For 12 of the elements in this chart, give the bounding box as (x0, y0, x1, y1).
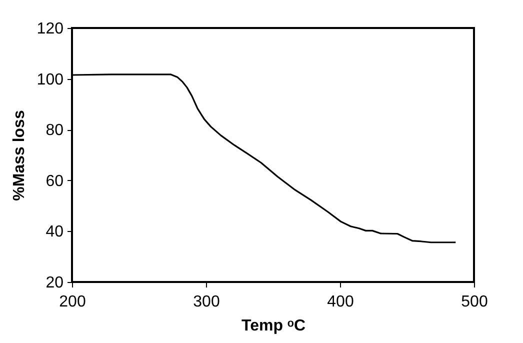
x-axis-title: Temp ᵒC (241, 318, 306, 334)
y-tick-label: 100 (36, 71, 64, 88)
x-tick-label: 500 (461, 294, 488, 310)
y-tick-label: 40 (46, 224, 64, 241)
x-tick-label: 200 (59, 294, 86, 310)
x-tick-label: 300 (193, 294, 220, 310)
x-tick-label: 400 (327, 294, 354, 310)
y-tick-label: 60 (46, 172, 64, 190)
y-axis-title: %Mass loss (10, 110, 28, 201)
y-tick-label: 120 (36, 20, 64, 38)
y-tick-label: 20 (46, 274, 64, 292)
y-tick-label: 80 (46, 122, 64, 140)
